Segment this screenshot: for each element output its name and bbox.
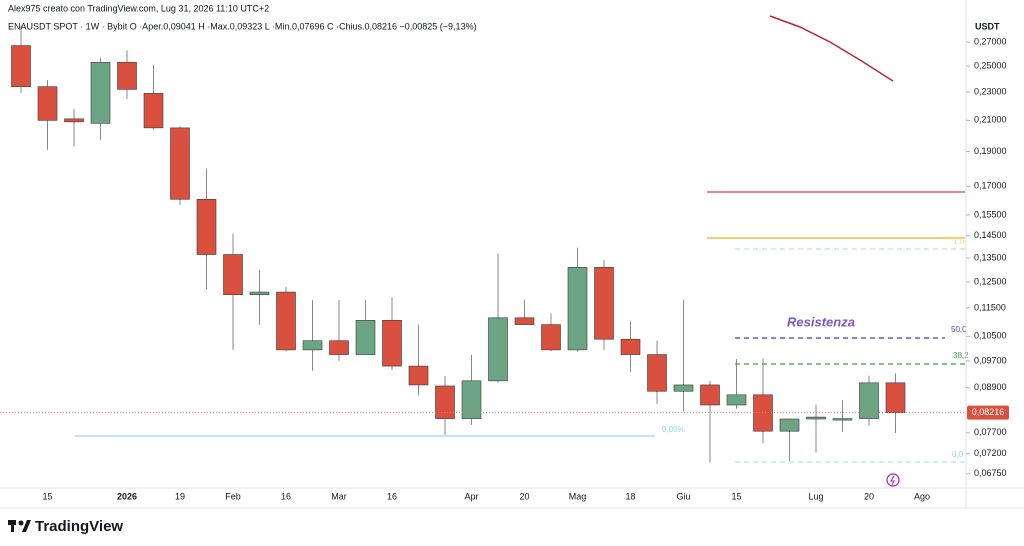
plot-area <box>0 25 966 463</box>
fib-label: 0,00% <box>662 425 685 434</box>
candle-body <box>806 416 826 420</box>
candle-body <box>673 384 694 392</box>
y-tick-label: 0,07200 <box>974 448 1007 458</box>
candle-body <box>514 317 535 325</box>
x-tick-label: Ago <box>914 491 930 501</box>
candle-body <box>594 267 614 340</box>
y-tick-label: 0,07700 <box>974 427 1007 437</box>
candle-body <box>276 291 296 351</box>
candle-body <box>223 254 243 295</box>
candle-body <box>779 418 800 432</box>
x-tick-label: 16 <box>387 491 397 501</box>
candle-body <box>382 320 402 367</box>
fib-label: 1,0 <box>953 237 965 246</box>
fib-label: 0,0 <box>952 450 964 459</box>
x-tick-label: 16 <box>281 491 291 501</box>
y-tick-label: 0,11500 <box>974 302 1006 312</box>
fib-label: 50,0 <box>951 325 967 334</box>
candle-body <box>435 385 455 419</box>
candle-body <box>885 382 906 413</box>
x-tick-label: Giu <box>676 491 690 501</box>
candle-body <box>170 127 190 200</box>
candle-body <box>488 317 508 382</box>
y-tick-label: 0,13500 <box>974 252 1007 262</box>
y-tick-label: 0,25000 <box>974 60 1007 70</box>
trend-line <box>769 15 894 82</box>
axis-label: USDT <box>975 21 1000 31</box>
candle-body <box>117 62 137 90</box>
y-tick-label: 0,27000 <box>974 36 1007 46</box>
x-tick-label: 15 <box>42 491 52 501</box>
candle-body <box>647 354 667 392</box>
x-tick-label: 19 <box>175 491 185 501</box>
candle-body <box>249 291 270 295</box>
logo-text: TradingView <box>35 518 123 535</box>
last-price-label: 0,08216 <box>972 407 1005 417</box>
event-icon <box>890 475 895 486</box>
candle-body <box>700 384 720 406</box>
annotation: Resistenza <box>787 314 855 329</box>
candle-body <box>620 338 641 355</box>
y-tick-label: 0,19000 <box>974 146 1007 156</box>
x-tick-label: 15 <box>731 491 741 501</box>
last-price-box <box>967 405 1009 420</box>
candle-body <box>37 86 58 121</box>
candle-body <box>64 118 84 123</box>
x-tick-label: 18 <box>625 491 635 501</box>
candle-body <box>541 324 561 351</box>
x-tick-label: 20 <box>519 491 529 501</box>
candle-body <box>408 365 429 386</box>
y-tick-label: 0,23000 <box>974 86 1007 96</box>
candle-body <box>832 418 853 421</box>
candle-body <box>461 380 482 419</box>
y-tick-label: 0,08900 <box>974 382 1007 392</box>
candle-body <box>196 198 217 255</box>
y-tick-label: 0,09700 <box>974 355 1007 365</box>
credit: Alex975 creato con TradingView.com, Lug … <box>8 3 269 13</box>
y-tick-label: 0,10500 <box>974 331 1007 341</box>
candle-body <box>143 93 164 129</box>
candle-body <box>567 267 588 351</box>
candle-body <box>329 340 349 355</box>
candle-body <box>11 45 31 87</box>
legend: ENAUSDT SPOT · 1W · Bybit O ·Aper.0,0904… <box>8 21 477 31</box>
y-tick-label: 0,17000 <box>974 181 1007 191</box>
x-tick-label: Lug <box>808 491 823 501</box>
candle-body <box>302 340 323 351</box>
candle-body <box>355 320 376 355</box>
y-tick-label: 0,14500 <box>974 230 1007 240</box>
event-icon <box>886 473 900 487</box>
y-tick-label: 0,12500 <box>974 276 1007 286</box>
x-tick-label: 2026 <box>117 491 137 501</box>
y-tick-label: 0,06750 <box>974 468 1007 478</box>
x-tick-label: Apr <box>464 491 478 501</box>
candle-body <box>726 394 747 406</box>
x-tick-label: Feb <box>225 491 241 501</box>
y-tick-label: 0,21000 <box>974 115 1007 125</box>
x-tick-label: Mar <box>331 491 347 501</box>
candle-body <box>90 62 111 124</box>
candle-body <box>859 382 879 419</box>
logo-icon <box>8 520 31 532</box>
y-tick-label: 0,15500 <box>974 209 1007 219</box>
x-tick-label: Mag <box>569 491 587 501</box>
fib-label: 38,2 <box>953 351 969 360</box>
x-tick-label: 20 <box>864 491 874 501</box>
